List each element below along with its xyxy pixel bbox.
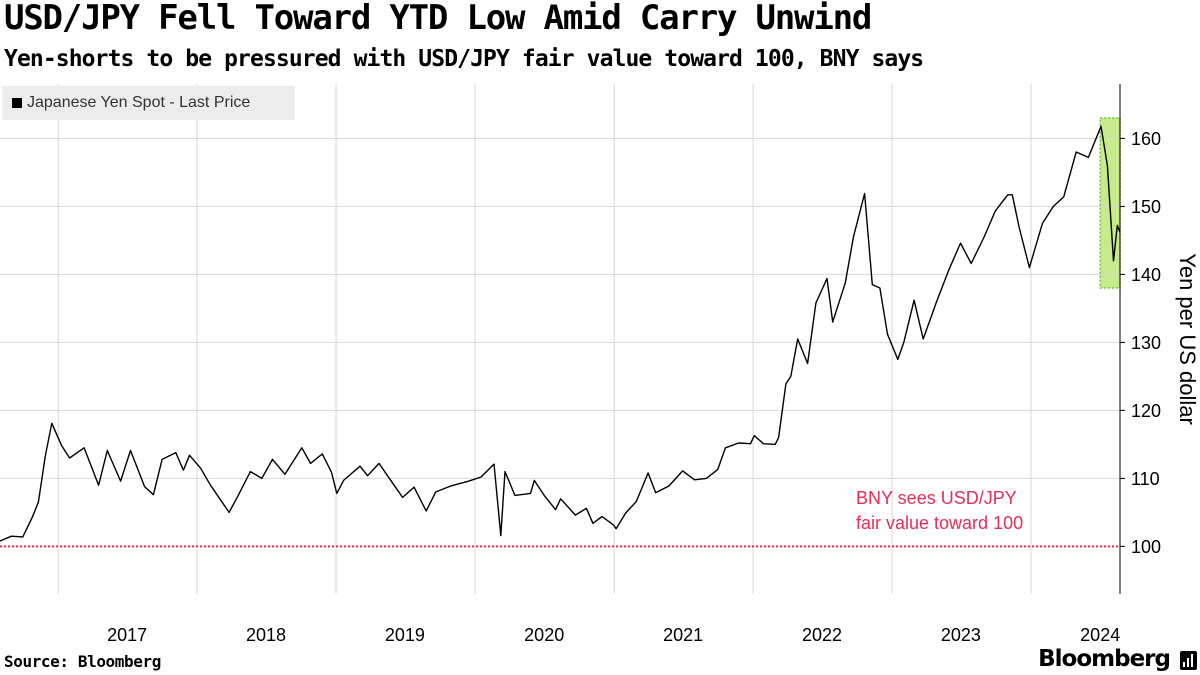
annotation-bny-fair-value: BNY sees USD/JPY fair value toward 100 (856, 486, 1023, 536)
series-line-usdjpy (0, 125, 1121, 542)
y-tick-label-120: 120 (1131, 401, 1161, 421)
x-tick-label-2023: 2023 (941, 625, 981, 645)
y-tick-label-140: 140 (1131, 265, 1161, 285)
axes-group: 100 110 120 130 140 150 160 Yen per US dollar 20… (107, 84, 1200, 645)
source-note: Source: Bloomberg (4, 652, 161, 671)
bloomberg-chart-icon (1180, 651, 1197, 670)
series-group (0, 125, 1121, 542)
annotation-line-2: fair value toward 100 (856, 513, 1024, 533)
legend-label: Japanese Yen Spot - Last Price (27, 94, 251, 111)
y-tick-label-110: 110 (1131, 469, 1160, 489)
x-tick-label-2018: 2018 (246, 625, 286, 645)
y-tick-label-130: 130 (1131, 333, 1161, 353)
y-tick-label-150: 150 (1131, 197, 1161, 217)
chart-title: USD/JPY Fell Toward YTD Low Amid Carry U… (4, 0, 872, 38)
y-tick-label-100: 100 (1131, 537, 1161, 557)
x-tick-label-2024: 2024 (1080, 625, 1120, 645)
x-tick-label-2020: 2020 (524, 625, 564, 645)
y-axis-title: Yen per US dollar (1175, 253, 1200, 425)
y-tick-label-160: 160 (1131, 129, 1161, 149)
x-tick-label-2022: 2022 (802, 625, 842, 645)
gridlines (0, 84, 1120, 594)
x-tick-label-2021: 2021 (663, 625, 703, 645)
annotation-line-1: BNY sees USD/JPY (856, 488, 1017, 508)
brand-wordmark: Bloomberg (1038, 646, 1171, 672)
x-tick-label-2017: 2017 (107, 625, 147, 645)
legend: Japanese Yen Spot - Last Price (2, 86, 295, 120)
chart-subtitle: Yen-shorts to be pressured with USD/JPY … (4, 46, 924, 72)
x-tick-label-2019: 2019 (385, 625, 425, 645)
legend-swatch (12, 98, 22, 108)
